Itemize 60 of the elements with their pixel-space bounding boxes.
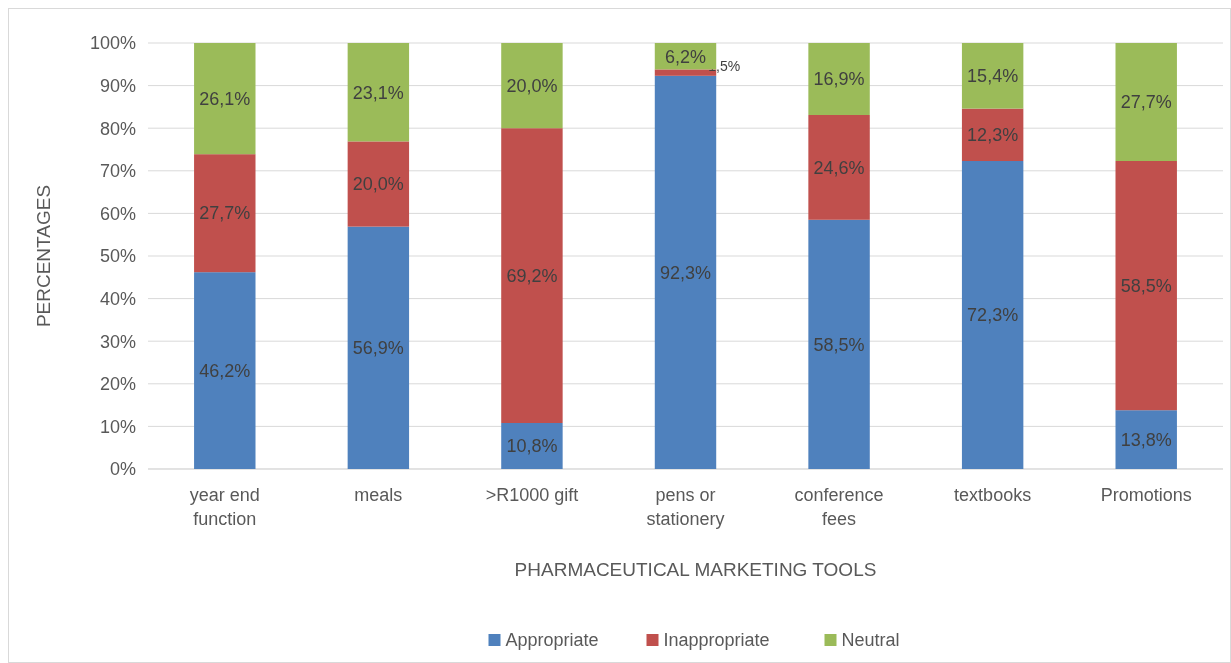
y-tick-label: 100% [89, 33, 136, 54]
x-tick-label: year end function [189, 485, 260, 529]
y-tick-label: 50% [99, 246, 136, 267]
bar [501, 43, 563, 129]
data-label: 16,9% [813, 69, 865, 90]
y-tick-label: 60% [99, 203, 136, 224]
data-label: 58,5% [1120, 275, 1172, 296]
data-label: 6,2% [664, 46, 707, 67]
bar [961, 43, 1024, 109]
y-tick-label: 0% [109, 459, 136, 480]
data-label: 13,8% [1120, 429, 1172, 450]
legend-label: Neutral [841, 630, 900, 651]
data-label: 15,4% [967, 66, 1019, 87]
data-label: 58,5% [813, 334, 865, 355]
x-tick-label: Promotions [1100, 485, 1192, 505]
data-label: 56,9% [352, 338, 404, 359]
data-label: 69,2% [506, 265, 558, 286]
bar [501, 128, 563, 423]
bar [1115, 161, 1177, 411]
bar [654, 75, 717, 469]
y-tick-label: 30% [99, 331, 136, 352]
legend-label: Appropriate [505, 630, 599, 651]
bar [194, 272, 256, 469]
x-tick-label: textbooks [954, 485, 1032, 505]
y-tick-label: 70% [99, 161, 136, 182]
bar [194, 154, 256, 273]
bar [347, 141, 410, 227]
x-tick-label: pens or stationery [646, 485, 725, 529]
data-label: 27,7% [1120, 92, 1172, 113]
legend-label: Inappropriate [663, 630, 770, 651]
data-label: 26,1% [199, 88, 251, 109]
bar [808, 43, 870, 115]
x-tick-label: conference fees [794, 485, 884, 529]
bar [347, 226, 410, 469]
data-label: 10,8% [506, 436, 558, 457]
data-label: 27,7% [199, 203, 251, 224]
x-tick-label: >R1000 gift [485, 485, 579, 505]
bar [1115, 43, 1177, 161]
bar [808, 219, 870, 469]
data-label: 72,3% [967, 305, 1019, 326]
x-axis-title: PHARMACEUTICAL MARKETING TOOLS [514, 559, 877, 580]
bar [808, 114, 870, 220]
x-tick-label: meals [354, 485, 403, 505]
y-tick-label: 40% [99, 288, 136, 309]
data-label: 92,3% [659, 262, 712, 283]
y-tick-label: 90% [99, 75, 136, 96]
data-label: 46,2% [199, 360, 251, 381]
bar [194, 43, 256, 155]
y-tick-label: 10% [99, 416, 136, 437]
y-axis-title: PERCENTAGES [33, 184, 54, 328]
bar [347, 43, 410, 142]
y-tick-label: 80% [99, 118, 136, 139]
data-label: 20,0% [352, 174, 404, 195]
bar [961, 161, 1024, 469]
data-label: 20,0% [506, 75, 558, 96]
data-label: 24,6% [813, 157, 865, 178]
data-label: 12,3% [967, 125, 1019, 146]
data-label: 23,1% [352, 82, 404, 103]
y-tick-label: 20% [99, 374, 136, 395]
bar [1115, 410, 1177, 469]
